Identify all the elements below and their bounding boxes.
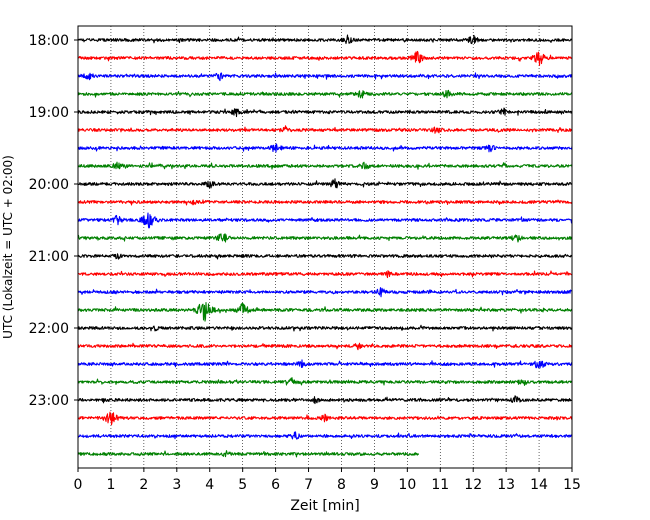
x-tick-label: 7 bbox=[304, 477, 313, 493]
trace-2300 bbox=[77, 395, 573, 405]
trace-1830 bbox=[77, 72, 573, 82]
trace-1815 bbox=[77, 50, 573, 66]
trace-2015 bbox=[77, 199, 573, 206]
y-tick-label: 23:00 bbox=[29, 393, 69, 409]
y-tick-label: 20:00 bbox=[29, 177, 69, 193]
trace-1845 bbox=[77, 89, 573, 99]
x-tick-label: 6 bbox=[271, 477, 280, 493]
trace-2115 bbox=[77, 270, 573, 279]
y-axis-label: UTC (Lokalzeit = UTC + 02:00) bbox=[1, 155, 15, 339]
y-axis-ticks: 18:00 19:00 20:00 21:00 22:00 23:00 bbox=[29, 33, 78, 409]
x-tick-label: 2 bbox=[139, 477, 148, 493]
trace-2100 bbox=[77, 253, 573, 260]
trace-1915 bbox=[77, 125, 573, 134]
x-tick-label: 13 bbox=[497, 477, 515, 493]
trace-2000 bbox=[77, 178, 573, 189]
x-tick-label: 11 bbox=[431, 477, 449, 493]
trace-2200 bbox=[77, 324, 573, 332]
y-tick-label: 21:00 bbox=[29, 249, 69, 265]
x-tick-label: 3 bbox=[172, 477, 181, 493]
x-tick-label: 0 bbox=[74, 477, 83, 493]
trace-2330 bbox=[77, 431, 573, 440]
y-tick-label: 22:00 bbox=[29, 321, 69, 337]
x-tick-label: 14 bbox=[530, 477, 548, 493]
trace-2230 bbox=[77, 359, 573, 369]
trace-2345 bbox=[77, 450, 420, 458]
trace-2130 bbox=[77, 287, 573, 298]
x-tick-label: 12 bbox=[464, 477, 482, 493]
trace-2145 bbox=[77, 302, 573, 322]
x-tick-label: 1 bbox=[106, 477, 115, 493]
x-tick-label: 15 bbox=[563, 477, 581, 493]
x-axis-label: Zeit [min] bbox=[290, 498, 359, 514]
y-tick-label: 19:00 bbox=[29, 105, 69, 121]
trace-2315 bbox=[77, 411, 573, 426]
trace-2045 bbox=[77, 233, 573, 243]
trace-1930 bbox=[77, 143, 573, 153]
trace-2245 bbox=[77, 377, 573, 386]
trace-2030 bbox=[77, 212, 573, 229]
y-tick-label: 18:00 bbox=[29, 33, 69, 49]
x-tick-label: 5 bbox=[238, 477, 247, 493]
trace-1800 bbox=[77, 34, 573, 45]
seismic-traces bbox=[77, 34, 573, 458]
x-tick-label: 8 bbox=[337, 477, 346, 493]
trace-2215 bbox=[77, 342, 573, 351]
x-tick-label: 9 bbox=[370, 477, 379, 493]
trace-1900 bbox=[77, 107, 573, 118]
x-tick-label: 4 bbox=[205, 477, 214, 493]
grid-lines bbox=[110, 26, 540, 468]
plot-frame bbox=[77, 25, 573, 469]
x-axis-ticks: 0 1 2 3 4 5 6 7 8 9 10 11 12 13 14 15 bbox=[74, 468, 581, 493]
x-tick-label: 10 bbox=[398, 477, 416, 493]
trace-1945 bbox=[77, 161, 573, 170]
